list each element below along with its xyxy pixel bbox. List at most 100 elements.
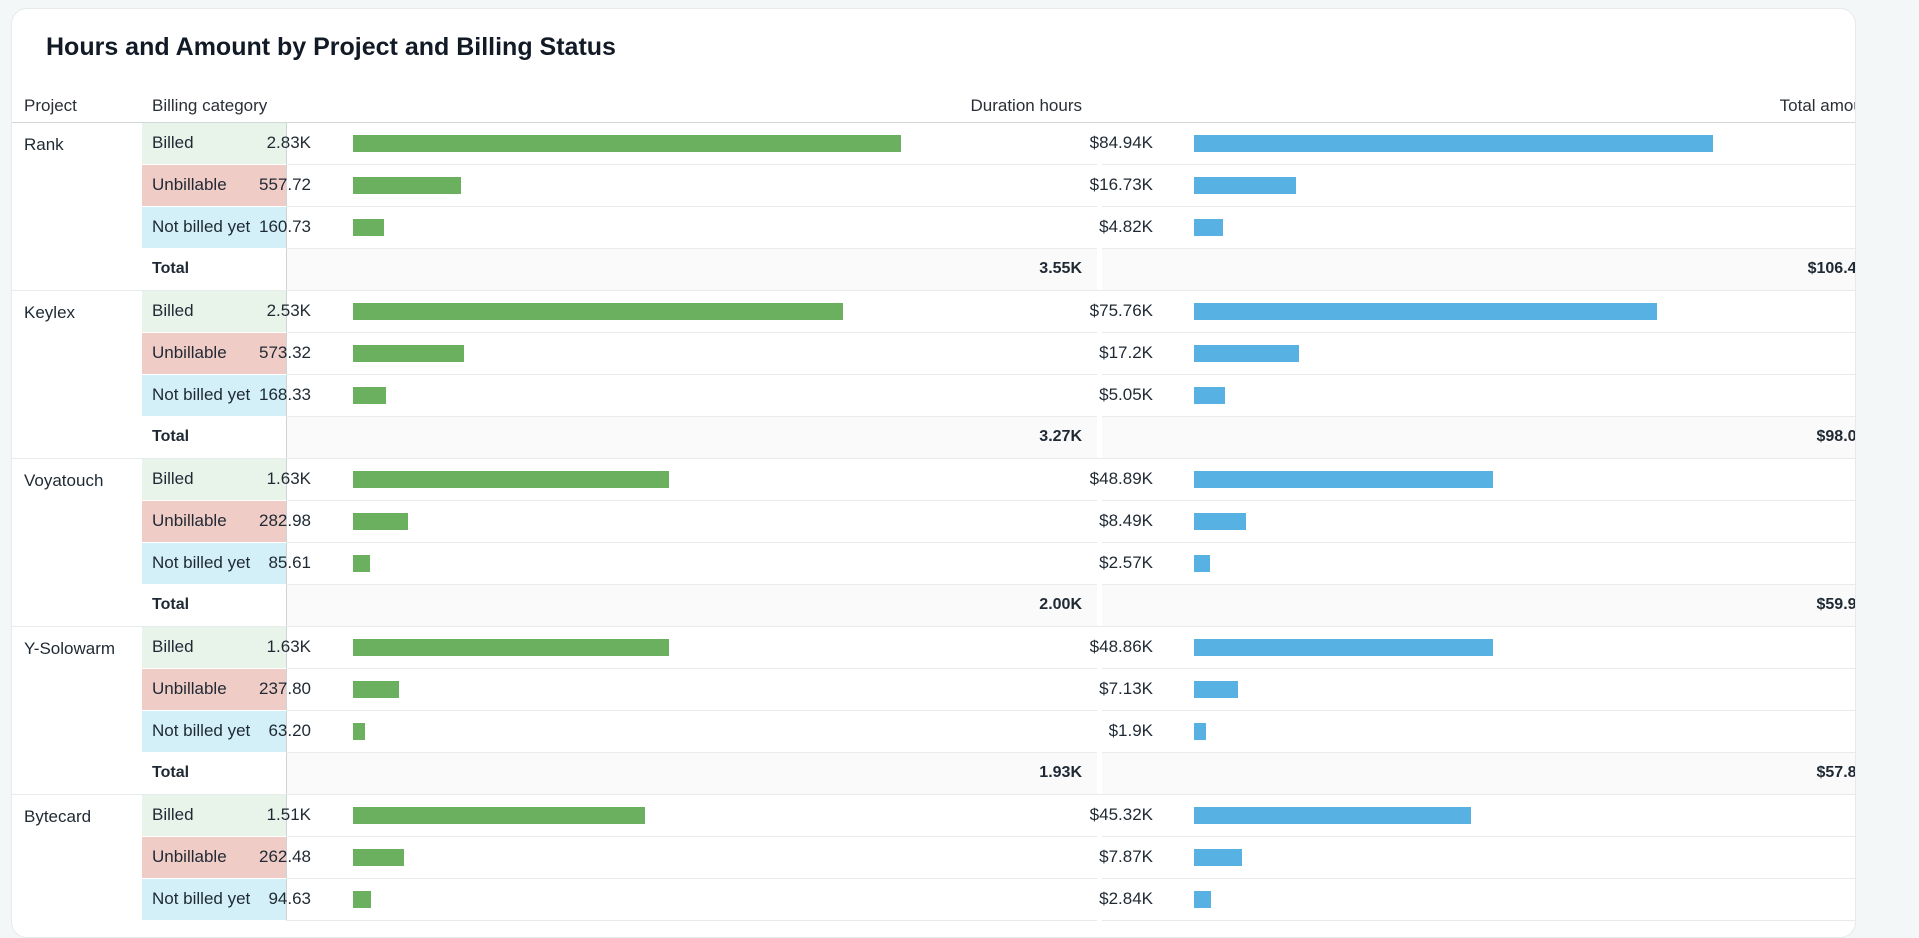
total-row[interactable]: Total 3.55K $106.49K (12, 249, 1855, 291)
amount-value-label: $16.73K (1089, 175, 1153, 194)
report-title: Hours and Amount by Project and Billing … (46, 33, 616, 61)
column-divider (286, 291, 287, 333)
header-duration-hours[interactable]: Duration hours (970, 96, 1082, 115)
row-divider (1102, 500, 1855, 501)
duration-bar (353, 387, 386, 404)
table-row[interactable]: Bytecard Billed 1.51K $45.32K (12, 795, 1855, 837)
row-divider (286, 710, 1097, 711)
billing-category-cell: Not billed yet (142, 375, 286, 416)
column-divider (286, 459, 287, 501)
billing-category-cell: Billed (142, 123, 286, 164)
project-name: Voyatouch (24, 471, 104, 490)
table-row[interactable]: Voyatouch Billed 1.63K $48.89K (12, 459, 1855, 501)
column-divider (286, 837, 287, 879)
duration-bar (353, 639, 669, 656)
table-row[interactable]: Unbillable 237.80 $7.13K (12, 669, 1855, 711)
header-project[interactable]: Project (24, 96, 77, 115)
duration-value-label: 63.20 (268, 721, 311, 740)
total-row[interactable]: Total 1.93K $57.89K (12, 753, 1855, 795)
column-divider (286, 417, 287, 459)
column-divider (286, 627, 287, 669)
column-divider (286, 711, 287, 753)
row-divider (286, 164, 1097, 165)
header-total-amount[interactable]: Total amount (1779, 96, 1855, 115)
project-name: Bytecard (24, 807, 92, 826)
duration-bar (353, 681, 400, 698)
column-divider (286, 753, 287, 795)
row-divider (286, 332, 1097, 333)
header-billing-category[interactable]: Billing category (152, 96, 268, 115)
table-row[interactable]: Not billed yet 160.73 $4.82K (12, 207, 1855, 249)
billing-table[interactable]: Project Billing category Duration hours … (12, 85, 1856, 921)
row-divider (286, 878, 1097, 879)
billing-category-cell: Billed (142, 627, 286, 668)
total-row-background (1102, 249, 1855, 290)
total-label: Total (152, 260, 190, 277)
amount-value-label: $2.57K (1099, 553, 1153, 572)
row-divider (1102, 878, 1855, 879)
duration-value-label: 282.98 (259, 511, 311, 530)
total-row-background (287, 417, 1097, 458)
table-row[interactable]: Not billed yet 85.61 $2.57K (12, 543, 1855, 585)
duration-bar (353, 555, 370, 572)
amount-bar (1194, 891, 1212, 908)
amount-value-label: $7.13K (1099, 679, 1153, 698)
column-divider (286, 123, 287, 165)
amount-value-label: $48.86K (1089, 637, 1153, 656)
row-divider (12, 290, 1855, 291)
row-divider (1102, 668, 1855, 669)
billing-category-cell: Not billed yet (142, 711, 286, 752)
duration-total: 3.27K (1039, 428, 1082, 445)
total-label: Total (152, 596, 190, 613)
table-row[interactable]: Not billed yet 94.63 $2.84K (12, 879, 1855, 921)
table-row[interactable]: Keylex Billed 2.53K $75.76K (12, 291, 1855, 333)
column-divider (286, 501, 287, 543)
column-divider (286, 333, 287, 375)
table-row[interactable]: Rank Billed 2.83K $84.94K (12, 123, 1855, 165)
total-row-background (287, 585, 1097, 626)
duration-bar (353, 513, 408, 530)
column-divider (286, 879, 287, 921)
table-row[interactable]: Unbillable 262.48 $7.87K (12, 837, 1855, 879)
table-row[interactable]: Not billed yet 168.33 $5.05K (12, 375, 1855, 417)
column-divider (286, 207, 287, 249)
project-name: Rank (24, 135, 64, 154)
table-row[interactable]: Unbillable 573.32 $17.2K (12, 333, 1855, 375)
table-row[interactable]: Unbillable 557.72 $16.73K (12, 165, 1855, 207)
billing-category-cell: Unbillable (142, 165, 286, 206)
amount-value-label: $45.32K (1089, 805, 1153, 824)
table-row[interactable]: Not billed yet 63.20 $1.9K (12, 711, 1855, 753)
column-divider (286, 375, 287, 417)
amount-value-label: $8.49K (1099, 511, 1153, 530)
duration-value-label: 160.73 (259, 217, 311, 236)
duration-value-label: 168.33 (259, 385, 311, 404)
column-divider (286, 165, 287, 207)
amount-bar (1194, 639, 1493, 656)
row-divider (1102, 332, 1855, 333)
duration-total: 2.00K (1039, 596, 1082, 613)
duration-bar (353, 303, 843, 320)
row-divider (1102, 374, 1855, 375)
table-row[interactable]: Y-Solowarm Billed 1.63K $48.86K (12, 627, 1855, 669)
table-row[interactable]: Unbillable 282.98 $8.49K (12, 501, 1855, 543)
duration-value-label: 1.51K (266, 805, 311, 824)
total-row[interactable]: Total 3.27K $98.01K (12, 417, 1856, 459)
amount-bar (1194, 555, 1210, 572)
billing-category-cell: Unbillable (142, 501, 286, 542)
total-row-background (287, 249, 1097, 290)
column-divider (286, 543, 287, 585)
amount-bar (1194, 849, 1243, 866)
column-divider (286, 795, 287, 837)
amount-value-label: $1.9K (1108, 721, 1153, 740)
billing-category-cell: Billed (142, 459, 286, 500)
project-name: Y-Solowarm (24, 639, 116, 658)
duration-bar (353, 177, 461, 194)
amount-bar (1194, 303, 1657, 320)
amount-bar (1194, 723, 1206, 740)
billing-category-cell: Unbillable (142, 837, 286, 878)
row-divider (286, 500, 1097, 501)
row-divider (1102, 920, 1855, 921)
amount-total: $98.01K (1816, 428, 1856, 445)
total-row[interactable]: Total 2.00K $59.95K (12, 585, 1855, 627)
report-card: Hours and Amount by Project and Billing … (11, 8, 1856, 938)
